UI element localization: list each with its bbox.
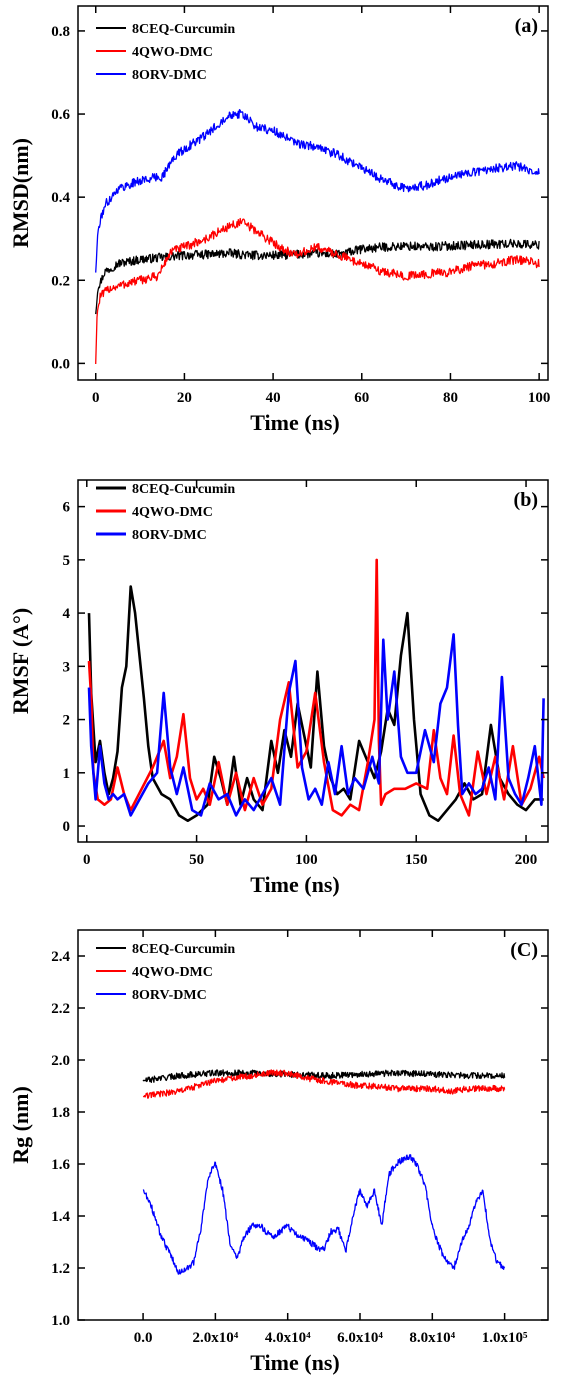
legend: 8CEQ-Curcumin 4QWO-DMC 8ORV-DMC [96, 942, 235, 1003]
chart-panel-a: 0 20 40 60 80 100 0.0 0.2 0.4 0.6 0.8 Time (ns) RMSD… [0, 0, 568, 455]
x-tick-label: 100 [295, 852, 318, 868]
x-tick-label: 200 [515, 852, 538, 868]
rmsf-chart: 0 50 100 150 200 0 1 2 3 4 5 6 Time (ns) RMSF (A°) (b)… [8, 479, 549, 897]
y-tick-label: 1.8 [51, 1105, 70, 1121]
x-tick-label: 150 [405, 852, 428, 868]
legend-label: 8CEQ-Curcumin [132, 942, 235, 957]
legend-label: 4QWO-DMC [132, 965, 213, 980]
series-line-4qwo-dmc [87, 558, 545, 817]
rg-chart: 0.0 2.0x10⁴ 4.0x10⁴ 6.0x10⁴ 8.0x10⁴ 1.0x10⁵ 1.… [8, 929, 549, 1375]
y-tick-label: 1.4 [51, 1209, 70, 1225]
y-tick-label: 3 [63, 659, 71, 675]
x-tick-label: 20 [177, 390, 192, 406]
y-tick-label: 1.6 [51, 1157, 70, 1173]
panel-label: (a) [515, 15, 538, 37]
legend-label: 4QWO-DMC [132, 45, 213, 60]
panel-label: (C) [510, 939, 538, 961]
y-tick-label: 0 [63, 819, 71, 835]
x-tick-label: 100 [528, 390, 551, 406]
x-tick-label: 4.0x10⁴ [265, 1330, 311, 1346]
y-tick-label: 4 [63, 606, 71, 622]
x-tick-label: 2.0x10⁴ [193, 1330, 239, 1346]
chart-panel-b: 0 50 100 150 200 0 1 2 3 4 5 6 Time (ns) RMSF (A°) (b)… [0, 458, 568, 913]
y-axis-title: RMSF (A°) [8, 608, 33, 714]
x-axis-title: Time (ns) [250, 410, 339, 435]
y-axis-title: Rg (nm) [8, 1086, 33, 1164]
x-tick-label: 1.0x10⁵ [482, 1330, 528, 1346]
legend-label: 8ORV-DMC [132, 528, 207, 543]
chart-panel-c: 0.0 2.0x10⁴ 4.0x10⁴ 6.0x10⁴ 8.0x10⁴ 1.0x10⁵ 1.… [0, 916, 568, 1385]
y-tick-label: 0.8 [51, 24, 70, 40]
y-tick-label: 1.0 [51, 1313, 70, 1329]
y-tick-label: 6 [63, 500, 71, 516]
x-tick-label: 60 [354, 390, 369, 406]
y-tick-label: 0.4 [51, 190, 70, 206]
x-tick-label: 50 [189, 852, 204, 868]
legend-label: 8ORV-DMC [132, 988, 207, 1003]
y-tick-label: 2.0 [51, 1053, 70, 1069]
y-axis-title: RMSD(nm) [8, 138, 33, 248]
y-tick-label: 2 [63, 713, 71, 729]
y-tick-label: 0.2 [51, 273, 70, 289]
y-tick-label: 2.4 [51, 949, 70, 965]
legend-label: 8CEQ-Curcumin [132, 22, 235, 37]
y-tick-label: 5 [63, 553, 71, 569]
x-tick-label: 40 [266, 390, 281, 406]
legend: 8CEQ-Curcumin 4QWO-DMC 8ORV-DMC [96, 482, 235, 543]
legend-label: 4QWO-DMC [132, 505, 213, 520]
x-axis-title: Time (ns) [250, 1350, 339, 1375]
series-line-8orv-dmc [142, 1154, 506, 1275]
plot-frame [77, 929, 549, 1321]
series-line-4qwo-dmc [95, 217, 540, 365]
rmsd-chart: 0 20 40 60 80 100 0.0 0.2 0.4 0.6 0.8 Time (ns) RMSD… [8, 5, 551, 435]
legend-label: 8ORV-DMC [132, 68, 207, 83]
x-tick-label: 0.0 [134, 1330, 153, 1346]
x-tick-label: 6.0x10⁴ [337, 1330, 383, 1346]
series-group [95, 109, 540, 365]
plot-frame [77, 479, 549, 843]
y-tick-label: 1 [63, 766, 71, 782]
y-tick-label: 0.6 [51, 107, 70, 123]
series-line-8orv-dmc [87, 633, 545, 817]
x-tick-label: 0 [92, 390, 100, 406]
series-line-8ceq-curcumin [87, 585, 544, 823]
y-tick-label: 1.2 [51, 1261, 70, 1277]
panel-label: (b) [514, 489, 538, 511]
series-group [142, 1069, 506, 1275]
x-tick-label: 8.0x10⁴ [409, 1330, 455, 1346]
series-line-8ceq-curcumin [95, 238, 540, 315]
series-line-8orv-dmc [95, 109, 540, 273]
legend: 8CEQ-Curcumin 4QWO-DMC 8ORV-DMC [96, 22, 235, 83]
y-tick-label: 0.0 [51, 356, 70, 372]
x-axis-title: Time (ns) [250, 872, 339, 897]
series-group [87, 558, 545, 823]
legend-label: 8CEQ-Curcumin [132, 482, 235, 497]
x-tick-label: 0 [83, 852, 91, 868]
y-tick-label: 2.2 [51, 1001, 70, 1017]
plot-frame [77, 5, 549, 381]
x-tick-label: 80 [443, 390, 458, 406]
series-line-4qwo-dmc [142, 1069, 506, 1099]
